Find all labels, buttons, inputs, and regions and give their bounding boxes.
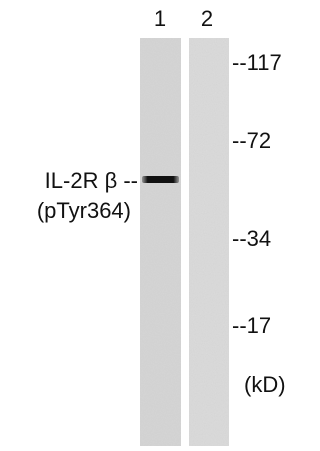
- protein-site: (pTyr364): [37, 198, 131, 223]
- marker-label: --117: [232, 50, 282, 75]
- marker-label: --17: [232, 313, 271, 338]
- marker-label: --72: [232, 128, 271, 153]
- lane-label: 2: [201, 6, 213, 31]
- protein-name: IL-2R β --: [45, 168, 138, 193]
- marker-label: --34: [232, 226, 271, 251]
- unit-label: (kD): [244, 372, 286, 397]
- lane-texture: [189, 38, 229, 446]
- western-blot: 1 2 --117 --72 --34 --17 (kD) IL-2R β --…: [0, 0, 301, 446]
- lane-label: 1: [154, 6, 166, 31]
- lane-texture: [140, 38, 181, 446]
- band: [142, 176, 179, 183]
